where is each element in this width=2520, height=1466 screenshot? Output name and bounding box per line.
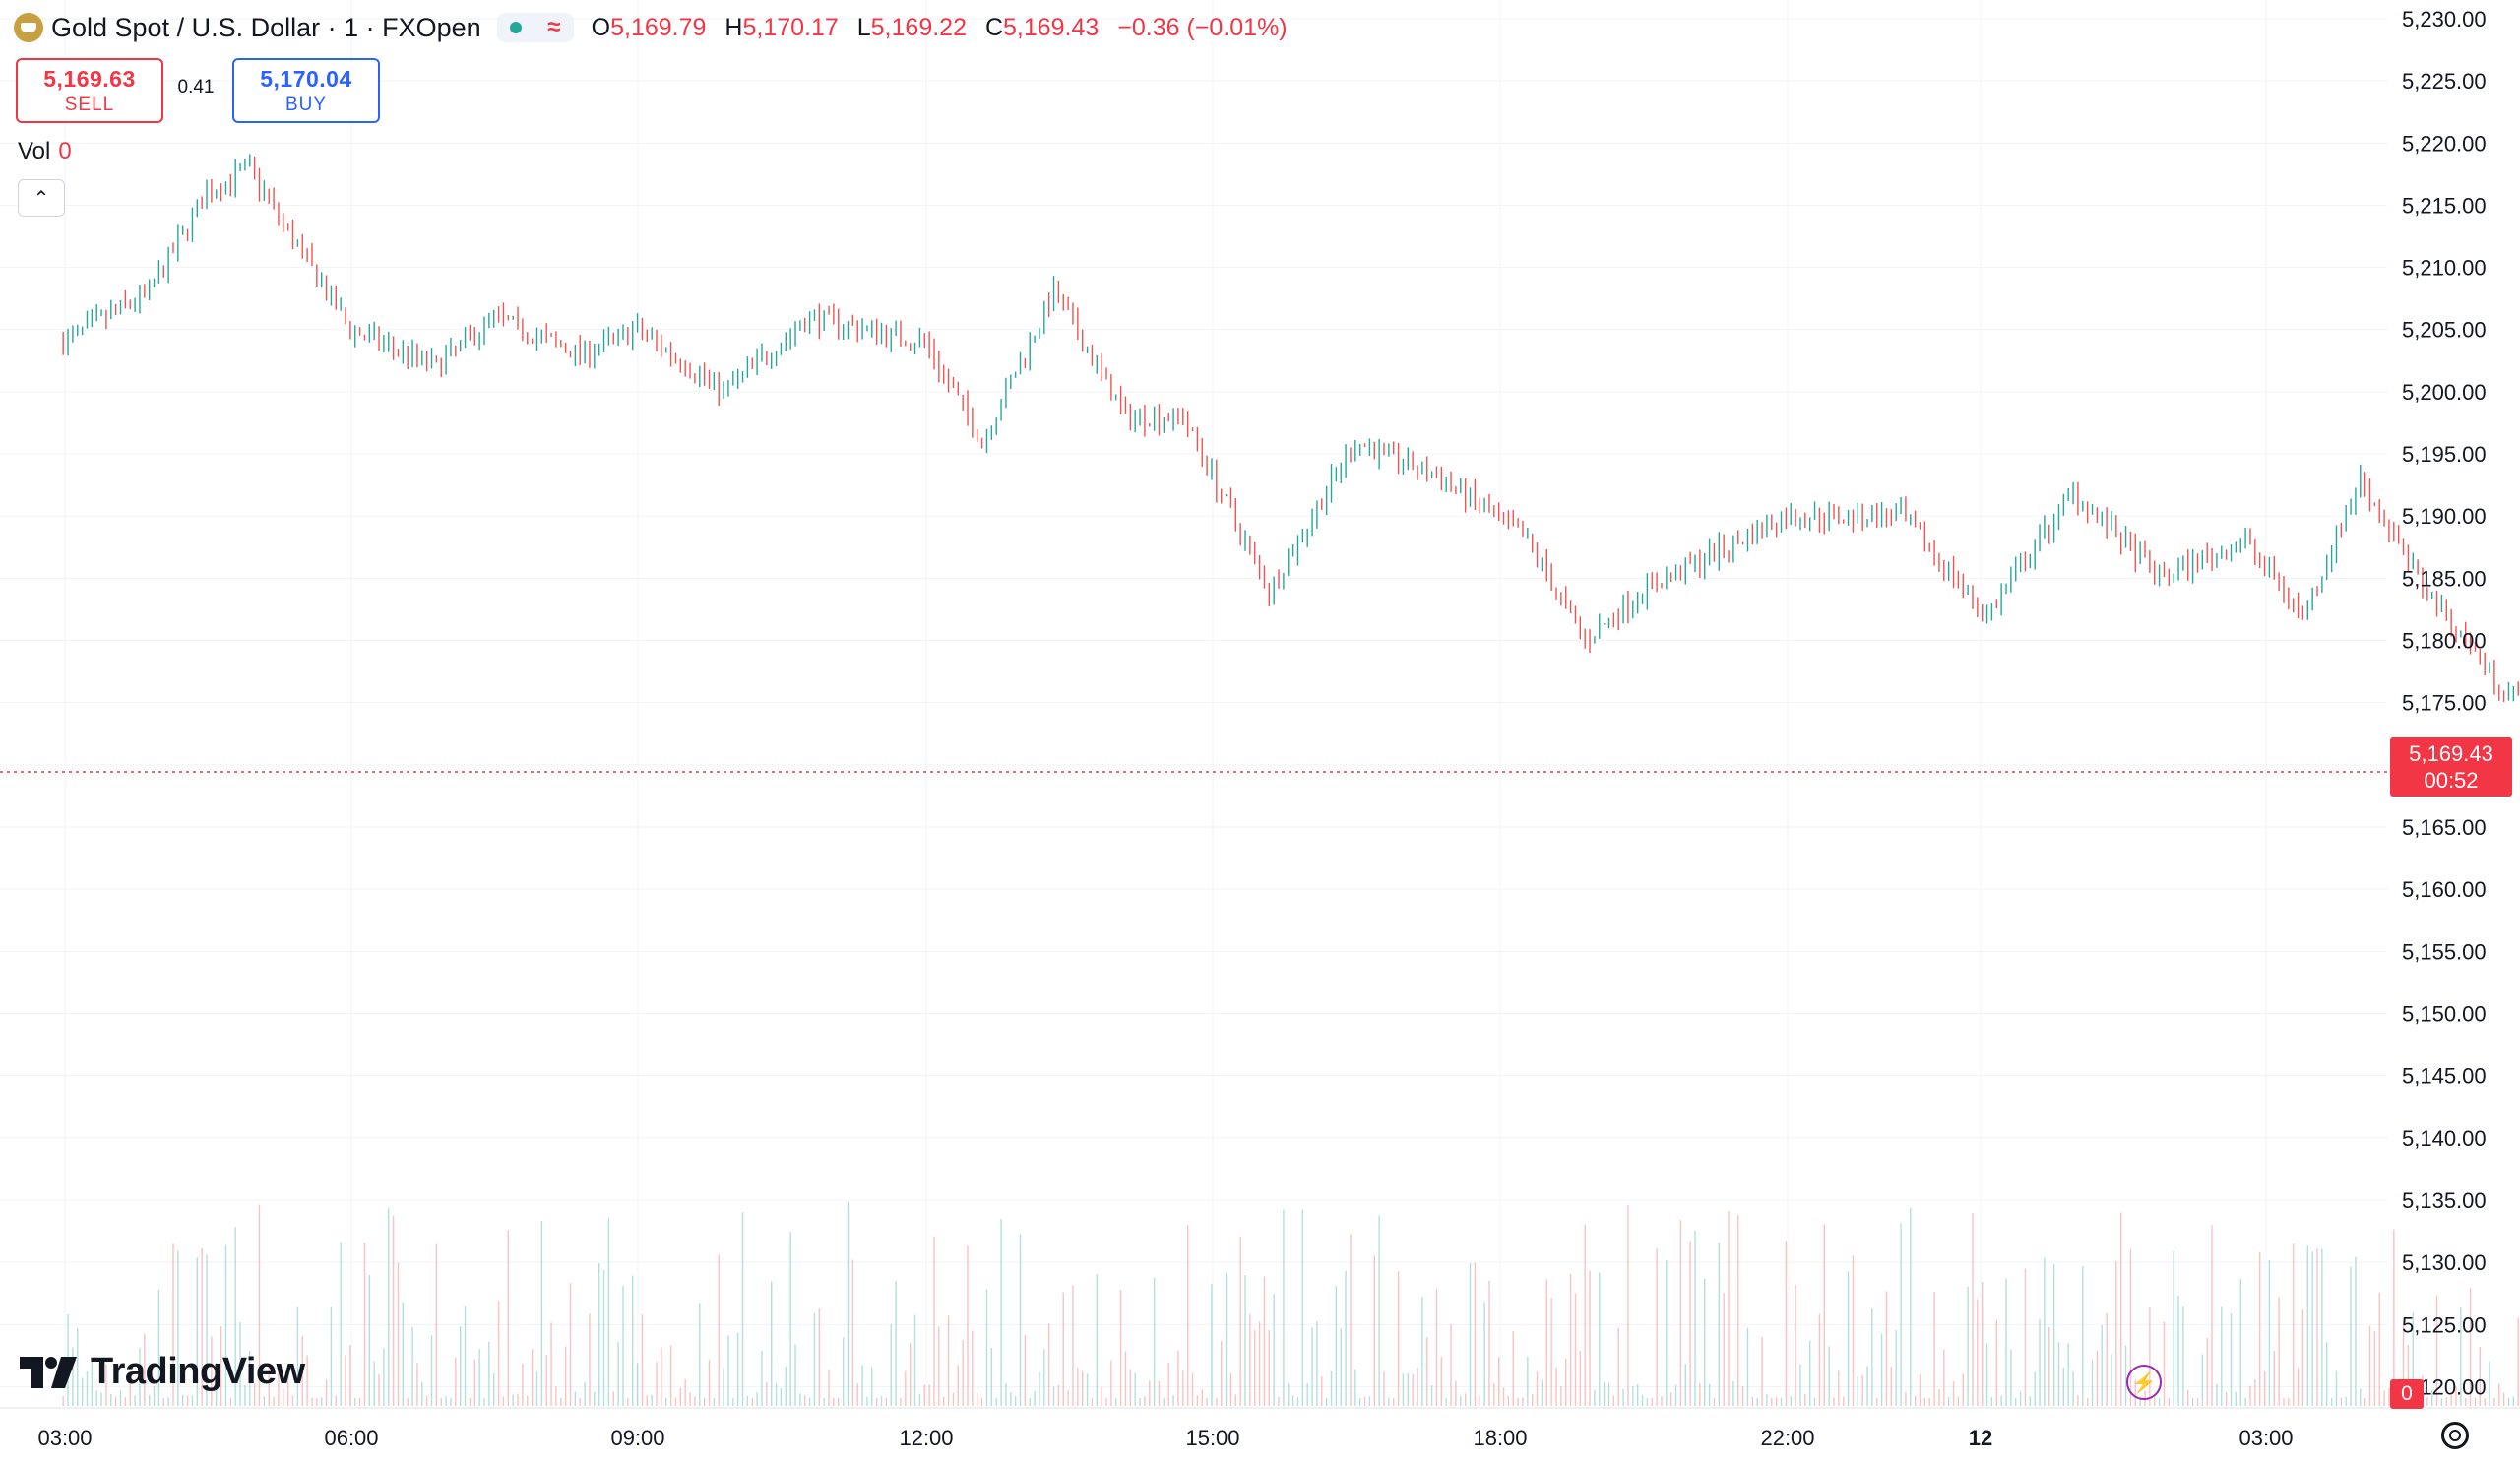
close-label: C [984,13,1003,41]
last-price-tag: 5,169.43 00:52 [2390,737,2512,797]
price-tick-label: 5,140.00 [2402,1126,2487,1151]
time-tick-label: 12 [1969,1426,1992,1450]
gold-coin-icon [14,13,43,42]
symbol-title[interactable]: Gold Spot / U.S. Dollar · 1 · FXOpen [51,12,481,42]
symbol-header: Gold Spot / U.S. Dollar · 1 · FXOpen ≈ O… [14,8,1299,47]
high-value: 5,170.17 [742,13,839,41]
price-tick-label: 5,155.00 [2402,939,2487,964]
open-label: O [591,13,611,41]
market-status-dot-icon [509,22,522,33]
time-tick-label: 06:00 [324,1426,378,1450]
buy-label: BUY [284,94,328,115]
price-tick-label: 5,190.00 [2402,504,2487,529]
price-tick-label: 5,215.00 [2402,193,2487,218]
price-tick-label: 5,135.00 [2402,1188,2487,1213]
market-status[interactable]: ≈ [496,13,574,42]
chevron-up-icon: ⌃ [32,187,50,210]
buy-button[interactable]: 5,170.04 BUY [232,58,380,123]
low-label: L [856,13,871,41]
price-tick-label: 5,205.00 [2402,318,2487,343]
price-axis[interactable]: 5,230.00 5,225.00 5,220.00 5,215.00 5,210.00… [2402,7,2487,1399]
price-tick-label: 5,180.00 [2402,629,2487,654]
change-value: −0.36 (−0.01%) [1117,13,1288,41]
price-tick-label: 5,145.00 [2402,1064,2487,1089]
chart-grid [0,0,2520,1409]
price-tick-label: 5,130.00 [2402,1250,2487,1275]
price-tick-label: 5,220.00 [2402,131,2487,156]
time-tick-label: 12:00 [899,1426,953,1450]
sell-label: SELL [64,94,115,115]
high-label: H [724,13,743,41]
sell-price: 5,169.63 [43,65,136,92]
open-value: 5,169.79 [610,13,707,41]
volume-legend[interactable]: Vol 0 [18,138,72,165]
time-tick-label: 22:00 [1760,1426,1814,1450]
volume-bars [62,1202,2519,1406]
wave-icon: ≈ [547,14,561,40]
price-tick-label: 5,175.00 [2402,691,2487,716]
time-tick-label: 03:00 [37,1426,92,1450]
spread-value: 0.41 [177,77,215,97]
tradingview-wordmark: TradingView [91,1351,305,1392]
price-tick-label: 5,195.00 [2402,442,2487,467]
price-tick-label: 5,210.00 [2402,256,2487,281]
price-tick-label: 5,150.00 [2402,1001,2487,1026]
buy-price: 5,170.04 [260,65,352,92]
volume-value: 0 [58,138,72,164]
price-tick-label: 5,225.00 [2402,69,2487,94]
time-tick-label: 15:00 [1185,1426,1239,1450]
lightning-icon[interactable]: ⚡ [2126,1365,2162,1400]
last-price-value: 5,169.43 [2409,741,2493,766]
low-value: 5,169.22 [870,13,967,41]
time-tick-label: 03:00 [2238,1426,2293,1450]
tradingview-logo[interactable]: TradingView [20,1351,305,1393]
price-tick-label: 5,125.00 [2402,1312,2487,1337]
tradingview-logo-icon [20,1356,77,1388]
collapse-legend-button[interactable]: ⌃ [18,179,65,217]
price-tick-label: 5,230.00 [2402,7,2487,32]
sell-button[interactable]: 5,169.63 SELL [16,58,163,123]
price-tick-label: 5,165.00 [2402,815,2487,840]
price-tick-label: 5,160.00 [2402,877,2487,902]
bar-countdown: 00:52 [2424,768,2479,793]
settings-icon[interactable] [2441,1422,2469,1449]
ohlc-legend: O5,169.79 H5,170.17 L5,169.22 C5,169.43 … [592,14,1299,42]
time-axis[interactable]: 03:00 06:00 09:00 12:00 15:00 18:00 22:00 12 03:… [37,1426,2293,1450]
close-value: 5,169.43 [1003,13,1100,41]
candlestick-series [62,154,2519,702]
volume-label: Vol [18,138,51,164]
price-tick-label: 5,200.00 [2402,380,2487,405]
time-tick-label: 18:00 [1473,1426,1527,1450]
time-tick-label: 09:00 [610,1426,664,1450]
price-tick-label: 5,185.00 [2402,566,2487,591]
volume-axis-tag: 0 [2390,1379,2424,1409]
